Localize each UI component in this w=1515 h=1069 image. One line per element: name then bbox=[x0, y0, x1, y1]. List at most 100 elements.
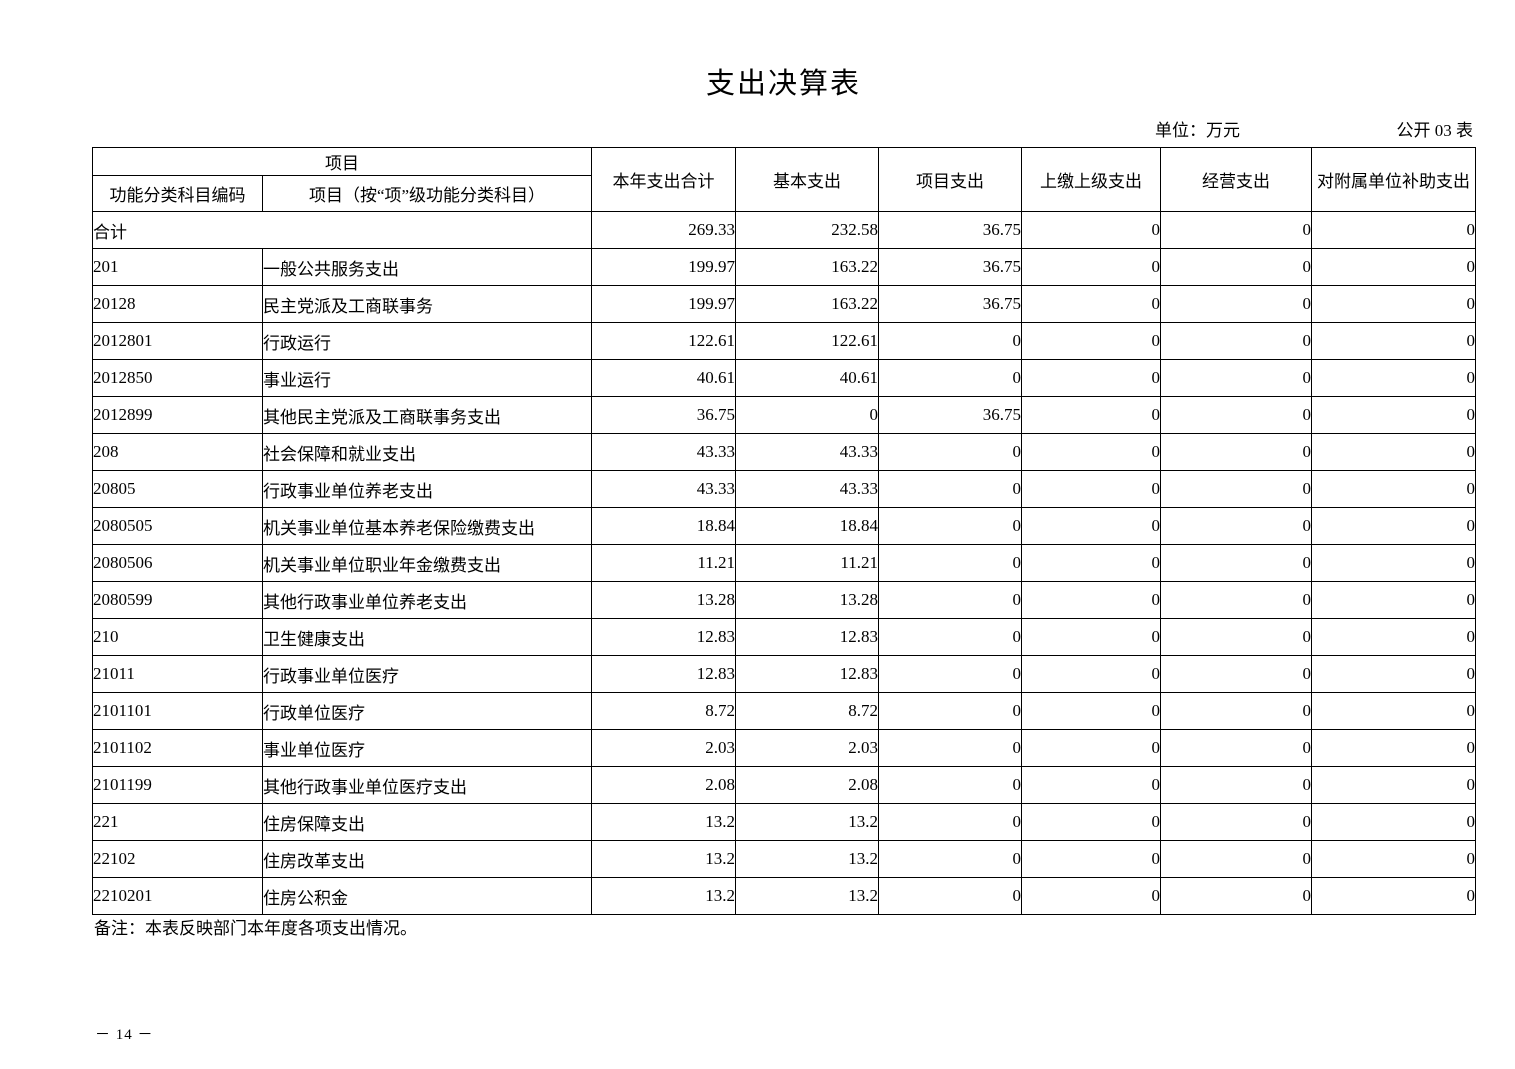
amount-cell: 13.2 bbox=[591, 803, 736, 841]
function-code-cell: 2012801 bbox=[92, 322, 263, 360]
amount-cell: 0 bbox=[1160, 211, 1312, 249]
amount-cell: 0 bbox=[1311, 803, 1476, 841]
amount-cell: 0 bbox=[1021, 692, 1161, 730]
function-code-cell: 22102 bbox=[92, 840, 263, 878]
function-code-cell: 208 bbox=[92, 433, 263, 471]
amount-cell: 40.61 bbox=[735, 359, 879, 397]
header-function-code: 功能分类科目编码 bbox=[92, 175, 263, 212]
amount-cell: 0 bbox=[1311, 285, 1476, 323]
amount-cell: 0 bbox=[1160, 359, 1312, 397]
amount-cell: 0 bbox=[1021, 544, 1161, 582]
item-name-cell: 其他民主党派及工商联事务支出 bbox=[262, 396, 592, 434]
amount-cell: 0 bbox=[1021, 840, 1161, 878]
amount-cell: 0 bbox=[1021, 581, 1161, 619]
row-total-label: 合计 bbox=[92, 211, 592, 249]
amount-cell: 12.83 bbox=[591, 618, 736, 656]
amount-cell: 8.72 bbox=[591, 692, 736, 730]
amount-cell: 0 bbox=[1021, 655, 1161, 693]
amount-cell: 163.22 bbox=[735, 248, 879, 286]
amount-cell: 0 bbox=[1160, 507, 1312, 545]
function-code-cell: 2012850 bbox=[92, 359, 263, 397]
amount-cell: 0 bbox=[878, 729, 1022, 767]
table-row: 2080506 机关事业单位职业年金缴费支出 11.21 11.21 0 0 0 0 bbox=[92, 544, 1476, 582]
table-row: 2101199 其他行政事业单位医疗支出 2.08 2.08 0 0 0 0 bbox=[92, 766, 1476, 804]
table-row: 2080505 机关事业单位基本养老保险缴费支出 18.84 18.84 0 0 0 0 bbox=[92, 507, 1476, 545]
amount-cell: 0 bbox=[1311, 211, 1476, 249]
function-code-cell: 2080506 bbox=[92, 544, 263, 582]
amount-cell: 13.2 bbox=[735, 803, 879, 841]
table-row: 20805 行政事业单位养老支出 43.33 43.33 0 0 0 0 bbox=[92, 470, 1476, 508]
amount-cell: 122.61 bbox=[591, 322, 736, 360]
amount-cell: 0 bbox=[1160, 581, 1312, 619]
amount-cell: 11.21 bbox=[591, 544, 736, 582]
amount-cell: 269.33 bbox=[591, 211, 736, 249]
function-code-cell: 20128 bbox=[92, 285, 263, 323]
item-name-cell: 事业单位医疗 bbox=[262, 729, 592, 767]
header-item-name: 项目（按“项”级功能分类科目） bbox=[262, 175, 592, 212]
amount-cell: 0 bbox=[1311, 507, 1476, 545]
header-project-group: 项目 bbox=[92, 147, 592, 176]
page-number: － 14 － bbox=[95, 1027, 154, 1043]
amount-cell: 0 bbox=[735, 396, 879, 434]
amount-cell: 0 bbox=[1311, 544, 1476, 582]
amount-cell: 0 bbox=[1311, 618, 1476, 656]
amount-cell: 0 bbox=[878, 322, 1022, 360]
amount-cell: 0 bbox=[1311, 692, 1476, 730]
item-name-cell: 其他行政事业单位医疗支出 bbox=[262, 766, 592, 804]
amount-cell: 0 bbox=[1021, 877, 1161, 915]
table-row: 21011 行政事业单位医疗 12.83 12.83 0 0 0 0 bbox=[92, 655, 1476, 693]
header-operating-expenditure: 经营支出 bbox=[1160, 147, 1312, 212]
table-row: 20128 民主党派及工商联事务 199.97 163.22 36.75 0 0 0 bbox=[92, 285, 1476, 323]
table-row: 2101102 事业单位医疗 2.03 2.03 0 0 0 0 bbox=[92, 729, 1476, 767]
amount-cell: 36.75 bbox=[878, 285, 1022, 323]
amount-cell: 0 bbox=[1160, 618, 1312, 656]
table-row: 2101101 行政单位医疗 8.72 8.72 0 0 0 0 bbox=[92, 692, 1476, 730]
header-row-group: 项目 本年支出合计 基本支出 项目支出 上缴上级支出 经营支出 对附属单位补助支… bbox=[92, 147, 1476, 212]
amount-cell: 13.2 bbox=[735, 877, 879, 915]
amount-cell: 0 bbox=[1160, 248, 1312, 286]
amount-cell: 36.75 bbox=[878, 396, 1022, 434]
header-basic-expenditure: 基本支出 bbox=[735, 147, 879, 212]
amount-cell: 12.83 bbox=[735, 655, 879, 693]
header-subsidy-to-affiliates: 对附属单位补助支出 bbox=[1311, 147, 1476, 212]
amount-cell: 18.84 bbox=[735, 507, 879, 545]
table-row: 22102 住房改革支出 13.2 13.2 0 0 0 0 bbox=[92, 840, 1476, 878]
amount-cell: 122.61 bbox=[735, 322, 879, 360]
amount-cell: 43.33 bbox=[591, 433, 736, 471]
amount-cell: 2.03 bbox=[591, 729, 736, 767]
amount-cell: 0 bbox=[1160, 433, 1312, 471]
amount-cell: 12.83 bbox=[735, 618, 879, 656]
function-code-cell: 2210201 bbox=[92, 877, 263, 915]
amount-cell: 2.08 bbox=[591, 766, 736, 804]
amount-cell: 0 bbox=[1160, 322, 1312, 360]
table-row: 201 一般公共服务支出 199.97 163.22 36.75 0 0 0 bbox=[92, 248, 1476, 286]
amount-cell: 0 bbox=[1160, 692, 1312, 730]
amount-cell: 36.75 bbox=[878, 211, 1022, 249]
amount-cell: 0 bbox=[878, 470, 1022, 508]
amount-cell: 0 bbox=[878, 544, 1022, 582]
amount-cell: 0 bbox=[1311, 359, 1476, 397]
amount-cell: 13.2 bbox=[735, 840, 879, 878]
amount-cell: 13.2 bbox=[591, 840, 736, 878]
amount-cell: 199.97 bbox=[591, 285, 736, 323]
amount-cell: 36.75 bbox=[591, 396, 736, 434]
function-code-cell: 2012899 bbox=[92, 396, 263, 434]
amount-cell: 0 bbox=[1021, 507, 1161, 545]
amount-cell: 0 bbox=[878, 803, 1022, 841]
amount-cell: 12.83 bbox=[591, 655, 736, 693]
item-name-cell: 其他行政事业单位养老支出 bbox=[262, 581, 592, 619]
amount-cell: 0 bbox=[1160, 840, 1312, 878]
amount-cell: 199.97 bbox=[591, 248, 736, 286]
amount-cell: 0 bbox=[1311, 877, 1476, 915]
amount-cell: 0 bbox=[1311, 396, 1476, 434]
amount-cell: 0 bbox=[1160, 655, 1312, 693]
header-total-expenditure: 本年支出合计 bbox=[591, 147, 736, 212]
item-name-cell: 卫生健康支出 bbox=[262, 618, 592, 656]
header-project-expenditure: 项目支出 bbox=[878, 147, 1022, 212]
item-name-cell: 机关事业单位基本养老保险缴费支出 bbox=[262, 507, 592, 545]
expenditure-table: 项目 本年支出合计 基本支出 项目支出 上缴上级支出 经营支出 对附属单位补助支… bbox=[92, 147, 1476, 915]
amount-cell: 0 bbox=[1311, 729, 1476, 767]
amount-cell: 8.72 bbox=[735, 692, 879, 730]
amount-cell: 0 bbox=[1311, 322, 1476, 360]
